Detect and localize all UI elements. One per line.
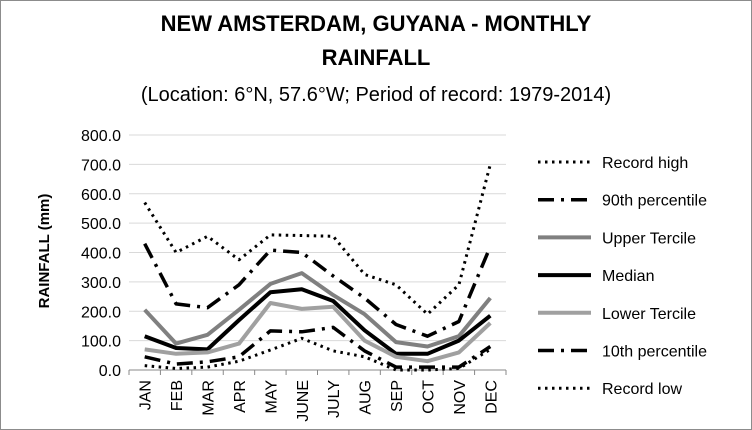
x-tick-label: JUNE bbox=[295, 380, 312, 422]
legend-label-90th-percentile: 90th percentile bbox=[602, 193, 707, 210]
x-tick-labels: JAN FEB MAR APR MAY JUNE JULY AUG SEP OCT NOV DEC bbox=[138, 380, 501, 422]
series-lines bbox=[143, 164, 492, 372]
y-tick-labels: 0.0 100.0 200.0 300.0 400.0 500.0 600.0 700.0 80… bbox=[81, 128, 121, 380]
x-tick-label: MAY bbox=[263, 380, 280, 414]
legend-label-upper-tercile: Upper Tercile bbox=[602, 230, 696, 247]
y-tick-label: 100.0 bbox=[81, 334, 121, 351]
x-tick-label: APR bbox=[232, 380, 249, 413]
x-tick-label: MAR bbox=[201, 380, 218, 416]
legend-label-record-high: Record high bbox=[602, 155, 688, 172]
chart-title-line-1: NEW AMSTERDAM, GUYANA - MONTHLY bbox=[161, 11, 592, 36]
legend-label-lower-tercile: Lower Tercile bbox=[602, 306, 696, 323]
y-tick-label: 700.0 bbox=[81, 157, 121, 174]
y-axis-label: RAINFALL (mm) bbox=[36, 194, 53, 309]
y-tick-label: 300.0 bbox=[81, 275, 121, 292]
x-tick-label: DEC bbox=[483, 380, 500, 414]
x-tick-label: JAN bbox=[138, 380, 155, 410]
legend-label-10th-percentile: 10th percentile bbox=[602, 344, 707, 361]
x-tick-label: FEB bbox=[169, 380, 186, 411]
y-tick-label: 400.0 bbox=[81, 246, 121, 263]
x-tick-label: OCT bbox=[420, 380, 437, 414]
gridlines bbox=[129, 134, 506, 371]
chart-subtitle: (Location: 6°N, 57.6°W; Period of record… bbox=[141, 84, 611, 106]
legend: Record high 90th percentile Upper Tercile M… bbox=[538, 155, 707, 398]
x-tick-label: SEP bbox=[389, 380, 406, 412]
series-line-record-high bbox=[143, 164, 492, 316]
y-tick-label: 0.0 bbox=[99, 363, 121, 380]
y-tick-label: 600.0 bbox=[81, 187, 121, 204]
series-line-lower-tercile bbox=[144, 301, 492, 364]
y-tick-label: 500.0 bbox=[81, 216, 121, 233]
chart-title-line-2: RAINFALL bbox=[322, 45, 431, 70]
y-tick-label: 800.0 bbox=[81, 128, 121, 145]
x-tick-label: JULY bbox=[326, 380, 343, 418]
legend-label-median: Median bbox=[602, 268, 654, 285]
legend-label-record-low: Record low bbox=[602, 381, 682, 398]
series-line-record-low bbox=[144, 336, 492, 372]
x-tick-label: AUG bbox=[358, 380, 375, 415]
y-tick-label: 200.0 bbox=[81, 304, 121, 321]
series-line-median bbox=[143, 287, 492, 356]
series-line-upper-tercile bbox=[143, 271, 492, 349]
series-line-90th-percentile bbox=[143, 242, 492, 338]
x-tick-label: NOV bbox=[452, 380, 469, 415]
series-line-10th-percentile bbox=[144, 325, 492, 369]
x-axis bbox=[128, 369, 507, 375]
